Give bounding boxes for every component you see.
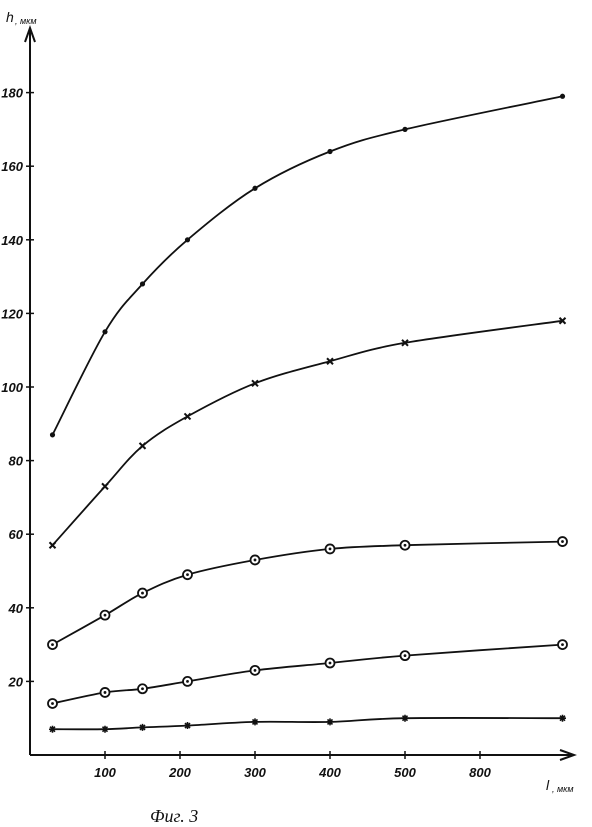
data-point	[249, 664, 261, 676]
data-point	[251, 718, 259, 726]
axes	[24, 25, 577, 761]
x-axis-arrow	[559, 749, 577, 761]
y-tick-label: 20	[8, 674, 24, 689]
data-point	[399, 539, 411, 551]
y-axis-unit: , мкм	[15, 16, 37, 26]
series-group	[47, 93, 568, 733]
data-point	[137, 683, 148, 695]
y-axis-arrow	[24, 25, 36, 43]
data-point	[557, 536, 568, 547]
data-point	[324, 543, 336, 555]
x-axis-label: l	[546, 777, 550, 793]
data-point	[139, 723, 146, 731]
figure-caption: Фиг. 3	[150, 806, 198, 826]
data-point	[327, 148, 333, 155]
x-tick-label: 200	[168, 765, 191, 780]
data-point	[47, 639, 58, 650]
y-tick-label: 60	[9, 527, 24, 542]
data-point	[139, 281, 146, 287]
x-tick-label: 400	[318, 765, 341, 780]
data-point	[49, 432, 56, 438]
x-tick-label: 100	[94, 765, 116, 780]
data-point	[402, 126, 408, 132]
y-axis-label: h	[6, 9, 14, 25]
y-tick-label: 80	[9, 454, 24, 469]
data-point	[326, 718, 334, 726]
data-point	[99, 609, 111, 621]
data-point	[559, 714, 566, 722]
series-line	[52, 643, 563, 705]
y-ticks: 20 40 60 80 100 120 140 160 180	[1, 86, 34, 689]
data-point	[101, 482, 109, 491]
series-1	[49, 93, 566, 438]
data-point	[558, 317, 567, 325]
data-point	[559, 93, 566, 99]
data-point	[101, 725, 109, 733]
y-tick-label: 120	[1, 306, 23, 321]
x-tick-label: 500	[394, 765, 416, 780]
series-2	[48, 317, 567, 549]
x-axis-unit: , мкм	[552, 784, 574, 794]
series-5	[49, 714, 566, 733]
series-4	[47, 639, 568, 709]
data-point	[249, 554, 261, 566]
data-point	[137, 587, 148, 599]
data-point	[48, 541, 57, 549]
data-point	[47, 698, 58, 709]
data-point	[184, 237, 191, 243]
series-line	[51, 95, 563, 436]
series-3	[47, 536, 568, 650]
data-point	[251, 379, 259, 388]
data-point	[326, 357, 334, 365]
data-point	[252, 185, 258, 191]
data-point	[183, 412, 192, 421]
data-point	[184, 722, 191, 730]
data-point	[138, 442, 147, 450]
data-point	[102, 329, 108, 335]
y-tick-label: 140	[1, 233, 23, 248]
y-tick-label: 100	[1, 380, 23, 395]
data-point	[401, 714, 409, 722]
y-tick-label: 160	[1, 159, 23, 174]
x-tick-label: 300	[244, 765, 266, 780]
series-line	[51, 319, 563, 546]
y-tick-label: 40	[8, 601, 24, 616]
data-point	[182, 676, 193, 687]
data-point	[49, 725, 56, 733]
x-ticks: 100 200 300 400 500 800	[94, 751, 492, 780]
data-point	[401, 339, 409, 347]
y-tick-label: 180	[1, 86, 23, 101]
series-line	[52, 717, 563, 731]
series-line	[52, 540, 563, 646]
data-point	[182, 569, 193, 581]
data-point	[399, 650, 411, 662]
data-point	[99, 687, 111, 698]
data-point	[324, 657, 336, 669]
x-tick-label: 800	[469, 765, 491, 780]
data-point	[557, 639, 568, 650]
